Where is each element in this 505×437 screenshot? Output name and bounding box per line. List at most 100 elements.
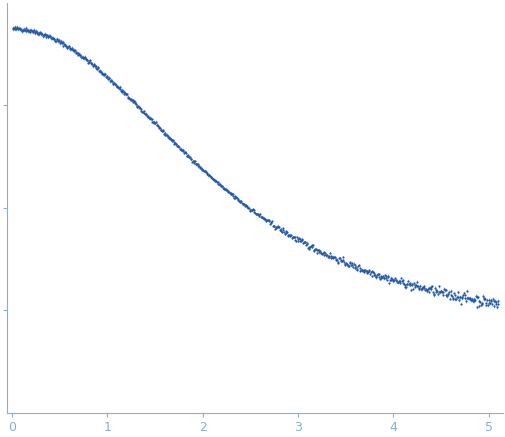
Point xyxy=(372,274,380,281)
Point xyxy=(269,222,277,229)
Point xyxy=(29,28,37,35)
Point xyxy=(356,264,364,271)
Point xyxy=(270,225,278,232)
Point xyxy=(246,207,255,214)
Point xyxy=(279,229,287,236)
Point xyxy=(80,55,88,62)
Point xyxy=(128,97,136,104)
Point xyxy=(71,47,79,54)
Point xyxy=(165,134,173,141)
Point xyxy=(95,67,103,74)
Point xyxy=(393,279,401,286)
Point xyxy=(61,41,69,48)
Point xyxy=(144,113,152,120)
Point xyxy=(9,24,17,31)
Point xyxy=(107,77,115,84)
Point xyxy=(169,136,177,143)
Point xyxy=(403,277,412,284)
Point xyxy=(53,36,61,43)
Point xyxy=(257,213,265,220)
Point xyxy=(339,257,347,264)
Point xyxy=(136,105,144,112)
Point xyxy=(295,237,303,244)
Point xyxy=(128,97,136,104)
Point xyxy=(271,224,279,231)
Point xyxy=(116,85,124,92)
Point xyxy=(57,38,65,45)
Point xyxy=(434,288,442,295)
Point xyxy=(397,277,405,284)
Point xyxy=(470,297,478,304)
Point xyxy=(46,33,55,40)
Point xyxy=(28,28,36,35)
Point xyxy=(428,289,436,296)
Point xyxy=(216,181,224,188)
Point xyxy=(418,284,426,291)
Point xyxy=(456,294,464,301)
Point xyxy=(188,158,196,165)
Point xyxy=(172,141,180,148)
Point xyxy=(20,25,28,32)
Point xyxy=(175,143,183,150)
Point xyxy=(417,284,425,291)
Point xyxy=(223,187,231,194)
Point xyxy=(245,207,253,214)
Point xyxy=(126,96,134,103)
Point xyxy=(441,291,449,298)
Point xyxy=(273,224,281,231)
Point xyxy=(208,175,216,182)
Point xyxy=(377,275,385,282)
Point xyxy=(327,253,335,260)
Point xyxy=(218,183,226,190)
Point xyxy=(210,177,218,184)
Point xyxy=(466,297,474,304)
Point xyxy=(388,277,396,284)
Point xyxy=(368,272,376,279)
Point xyxy=(320,250,328,257)
Point xyxy=(411,284,419,291)
Point xyxy=(464,295,472,302)
Point xyxy=(431,288,439,295)
Point xyxy=(308,244,316,251)
Point xyxy=(300,238,309,245)
Point xyxy=(79,55,87,62)
Point xyxy=(400,282,409,289)
Point xyxy=(435,288,443,295)
Point xyxy=(244,204,252,211)
Point xyxy=(438,288,446,295)
Point xyxy=(304,244,312,251)
Point xyxy=(21,27,29,34)
Point xyxy=(329,254,337,261)
Point xyxy=(322,252,330,259)
Point xyxy=(313,250,321,257)
Point xyxy=(293,236,301,243)
Point xyxy=(227,191,235,198)
Point xyxy=(294,235,302,242)
Point xyxy=(473,293,481,300)
Point xyxy=(132,101,140,108)
Point xyxy=(430,284,438,291)
Point xyxy=(221,186,229,193)
Point xyxy=(166,135,174,142)
Point xyxy=(156,125,164,132)
Point xyxy=(167,136,175,143)
Point xyxy=(292,234,300,241)
Point xyxy=(49,36,58,43)
Point xyxy=(336,257,344,264)
Point xyxy=(18,28,26,35)
Point xyxy=(370,269,378,276)
Point xyxy=(362,268,370,275)
Point xyxy=(488,296,496,303)
Point xyxy=(363,269,371,276)
Point xyxy=(199,167,208,174)
Point xyxy=(465,295,473,302)
Point xyxy=(55,37,63,44)
Point xyxy=(203,169,211,176)
Point xyxy=(343,261,351,268)
Point xyxy=(57,38,65,45)
Point xyxy=(300,239,308,246)
Point xyxy=(296,236,304,243)
Point xyxy=(373,271,381,278)
Point xyxy=(352,265,360,272)
Point xyxy=(159,127,167,134)
